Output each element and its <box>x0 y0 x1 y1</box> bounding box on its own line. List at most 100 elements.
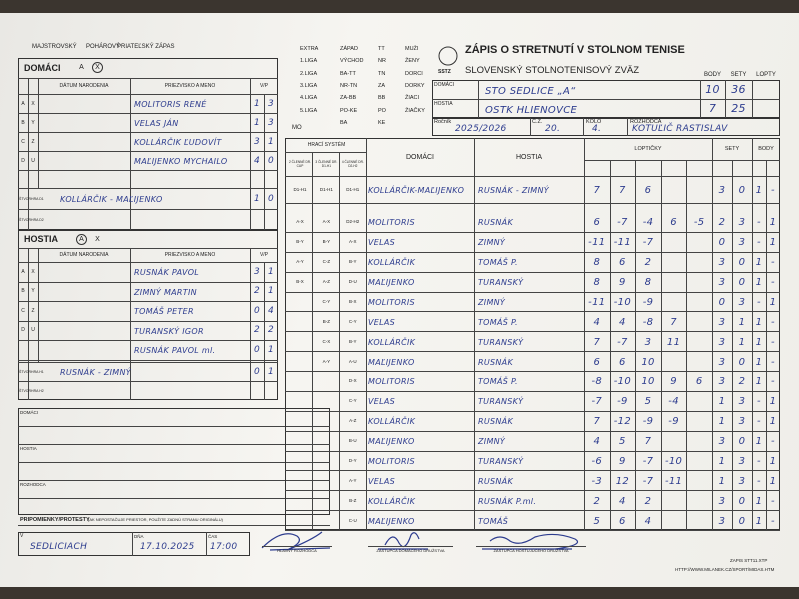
set-score: 0 <box>738 495 746 507</box>
losses: 4 <box>267 305 275 316</box>
system-code: D-U <box>348 279 357 285</box>
rule <box>18 209 278 210</box>
doubles-name: KOLLÁRČIK - MAĽIJENKO <box>60 195 163 204</box>
slot: X <box>31 268 35 275</box>
rule <box>285 530 780 531</box>
roster-title: DOMÁCI <box>24 63 61 73</box>
system-code: A-Z <box>322 279 331 285</box>
ball-score: 4 <box>644 515 652 527</box>
col-label: BODY <box>703 72 721 78</box>
rule <box>38 248 39 362</box>
rule <box>18 281 278 283</box>
rule <box>285 231 780 233</box>
system-code: B-Y <box>296 239 304 245</box>
away-player: TURANSKÝ <box>478 337 524 347</box>
losses: 0 <box>267 155 275 166</box>
player-name: RUSNÁK PAVOL ml. <box>134 346 216 356</box>
set-score: 1 <box>738 336 746 348</box>
rule <box>686 160 688 530</box>
system-code: D2-H2 <box>346 219 360 225</box>
point: - <box>771 376 775 388</box>
ball-score: -5 <box>693 217 705 229</box>
notes-label: ROZHODCA <box>20 482 46 487</box>
ball-score: 7 <box>593 185 601 196</box>
home-player: MAĽIJENKO <box>368 357 415 367</box>
set-score: 1 <box>738 316 746 328</box>
away-player: RUSNÁK - ZIMNÝ <box>478 186 549 195</box>
player-name: TURANSKÝ IGOR <box>134 326 204 336</box>
ball-score: 2 <box>644 495 652 507</box>
player-name: MAĽIJENKO MYCHAILO <box>134 157 228 166</box>
rule <box>132 532 133 556</box>
ball-score: 8 <box>593 277 601 289</box>
point: 1 <box>755 376 763 388</box>
league-option: 1.LIGA <box>300 58 318 65</box>
losses: 1 <box>267 136 275 147</box>
rule <box>18 262 278 263</box>
set-score: 0 <box>718 237 726 249</box>
league-option: 2.LIGA <box>300 70 318 77</box>
losses: 2 <box>267 325 275 336</box>
wins: 3 <box>253 136 261 147</box>
ball-score: 9 <box>670 376 677 388</box>
ball-score: 8 <box>644 277 652 289</box>
column-header: DOMÁCI <box>406 153 434 161</box>
system-code: B-X <box>296 279 304 285</box>
set-score: 3 <box>738 455 746 467</box>
column-header: DÁTUM NARODENIA <box>59 83 109 89</box>
losses: 1 <box>267 344 275 355</box>
league-option: NR <box>378 58 386 65</box>
set-score: 3 <box>718 336 726 348</box>
ball-score: 3 <box>644 336 652 348</box>
losses: 3 <box>267 98 275 109</box>
point: 1 <box>769 416 777 428</box>
label: ROZHODCA <box>630 119 662 125</box>
league-option: KE <box>378 119 386 126</box>
match-table <box>285 138 780 530</box>
wins: 0 <box>253 366 261 377</box>
column-header: DÁTUM NARODENIA <box>59 252 109 258</box>
slot: C <box>21 138 25 145</box>
ball-score: 8 <box>593 257 601 269</box>
label: Ročník <box>434 119 452 125</box>
file-name: ZAPIS STT11.XTP <box>730 558 768 563</box>
logo-mark <box>438 46 458 66</box>
team-name: STO SEDLICE „A“ <box>485 85 576 97</box>
point: 1 <box>769 296 777 308</box>
home-player: MOLITORIS <box>368 377 415 387</box>
rule <box>18 359 278 361</box>
system-code: B-Y <box>322 239 331 245</box>
notes-box <box>18 408 330 515</box>
rule <box>18 301 278 302</box>
wins: 0 <box>253 305 261 316</box>
match-type: POHÁROVÝ <box>86 44 121 50</box>
ball-score: 4 <box>593 436 601 448</box>
ball-score: 5 <box>619 436 626 448</box>
away-player: ZIMNÝ <box>478 297 506 307</box>
set-score: 3 <box>718 376 726 388</box>
rule <box>18 444 330 445</box>
subtitle: SLOVENSKÝ STOLNOTENISOVÝ ZVÄZ <box>465 64 640 76</box>
ball-score: -8 <box>642 316 654 328</box>
rule <box>18 170 278 171</box>
set-score: 0 <box>718 296 726 308</box>
team-label: DOMÁCI <box>434 82 454 88</box>
column-header: V/P <box>259 83 269 89</box>
home-player: KOLLÁRČIK <box>368 417 416 427</box>
ball-score: 4 <box>593 316 601 328</box>
roster-choice: X <box>95 236 100 243</box>
away-player: TURANSKÝ <box>478 397 524 407</box>
roster-box <box>18 58 278 230</box>
rule <box>432 99 780 100</box>
away-player: RUSNÁK <box>478 357 513 367</box>
player-name: VELAS JÁN <box>134 119 179 128</box>
ball-score: 6 <box>593 356 601 368</box>
set-score: 3 <box>738 237 746 249</box>
away-player: RUSNÁK <box>478 476 513 486</box>
league-option: BA <box>340 119 348 126</box>
ball-score: -7 <box>642 237 654 249</box>
point: 1 <box>755 257 763 269</box>
losses: 1 <box>267 286 275 297</box>
round: 4. <box>592 124 602 134</box>
label: DŇA <box>134 533 144 539</box>
